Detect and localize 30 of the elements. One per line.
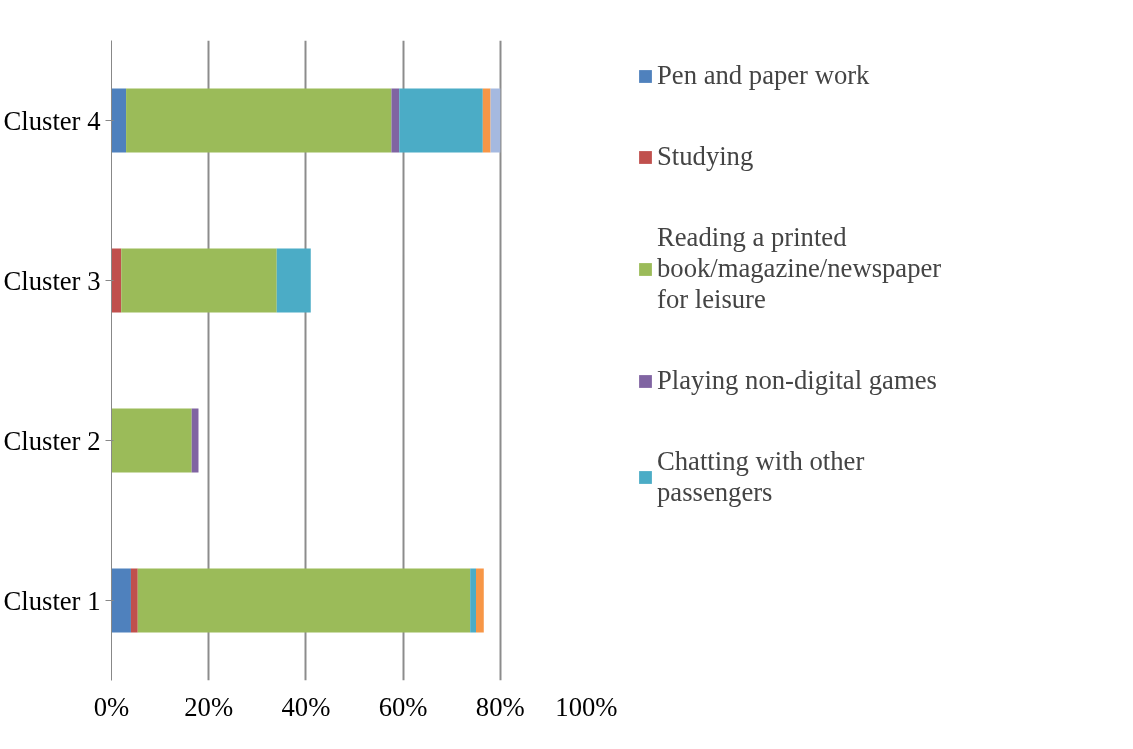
x-tick-label: 0% xyxy=(93,691,130,722)
bar xyxy=(130,568,138,633)
bar xyxy=(490,88,501,153)
y-tick-label: Cluster 3 xyxy=(3,265,101,296)
bar xyxy=(476,568,484,633)
bar xyxy=(126,88,392,153)
bar xyxy=(391,88,400,153)
x-tick-label: 60% xyxy=(378,691,428,722)
bar xyxy=(111,248,122,313)
bar xyxy=(111,88,127,153)
bar xyxy=(482,88,491,153)
legend-label: Studying xyxy=(657,141,754,172)
bar xyxy=(276,248,311,313)
bar xyxy=(111,568,131,633)
bar xyxy=(470,568,476,633)
x-tick-label: 80% xyxy=(475,691,525,722)
x-tick-label: 20% xyxy=(184,691,234,722)
x-tick-label: 100% xyxy=(555,691,618,722)
y-tick-label: Cluster 2 xyxy=(3,425,101,456)
bar xyxy=(121,248,277,313)
bar xyxy=(111,408,192,473)
legend-label: Playing non-digital games xyxy=(657,365,937,396)
legend-label: Pen and paper work xyxy=(657,60,870,91)
legend-label: Reading a printed book/magazine/newspaper for leisure xyxy=(657,222,942,315)
bar xyxy=(399,88,483,153)
y-tick-label: Cluster 4 xyxy=(3,105,101,136)
y-tick-label: Cluster 1 xyxy=(3,585,101,616)
bar xyxy=(137,568,471,633)
x-tick-label: 40% xyxy=(281,691,331,722)
legend-label: Chatting with other passengers xyxy=(657,446,865,508)
